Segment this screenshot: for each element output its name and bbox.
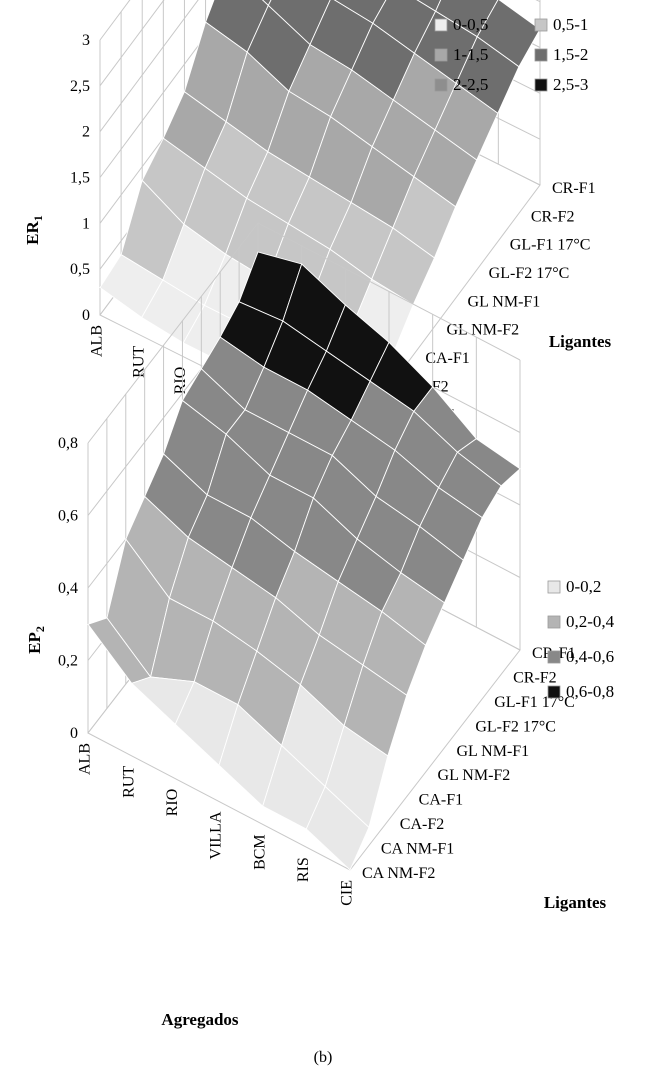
legend-swatch bbox=[547, 580, 561, 594]
z-axis-ticks: 0 0,5 1 1,5 2 2,5 3 bbox=[70, 32, 90, 324]
x-tick-label: CIE bbox=[339, 880, 356, 906]
legend-swatch bbox=[534, 48, 548, 62]
legend-label: 2,5-3 bbox=[553, 75, 588, 94]
z-tick-label: 0,5 bbox=[70, 261, 90, 278]
z-tick-label: 1,5 bbox=[70, 170, 90, 187]
y-tick-label: GL NM-F2 bbox=[438, 767, 511, 784]
x-tick-label: BCM bbox=[251, 834, 268, 870]
z-tick-label: 2,5 bbox=[70, 78, 90, 95]
legend-swatch bbox=[434, 48, 448, 62]
z-tick-label: 0 bbox=[70, 725, 78, 742]
y-tick-label: CA-F1 bbox=[425, 350, 469, 367]
legend-swatch bbox=[434, 18, 448, 32]
z-tick-label: 0,4 bbox=[58, 580, 78, 597]
x-tick-label: RIS bbox=[295, 857, 312, 882]
chart-panel-2: 0 0,2 0,4 0,6 0,8 ALB RUT RIO VILLA BCM RIS CIE CA N… bbox=[25, 222, 615, 1066]
z-tick-label: 0,2 bbox=[58, 653, 78, 670]
x-tick-label: VILLA bbox=[208, 811, 225, 859]
z-axis-title: ER1 bbox=[23, 215, 45, 245]
legend: 0-0,2 0,2-0,4 0,4-0,6 0,6-0,8 bbox=[547, 577, 615, 701]
y-tick-label: GL-F2 17°C bbox=[475, 718, 556, 735]
legend-label: 0-0,2 bbox=[566, 577, 601, 596]
legend-swatch bbox=[534, 18, 548, 32]
z-axis-ticks: 0 0,2 0,4 0,6 0,8 bbox=[58, 435, 78, 742]
y-tick-label: GL-F1 17°C bbox=[494, 694, 575, 711]
legend-label: 0,4-0,6 bbox=[566, 647, 614, 666]
z-axis-title: EP2 bbox=[25, 626, 47, 654]
legend: 0-0,5 0,5-1 1-1,5 1,5-2 2-2,5 2,5-3 bbox=[434, 15, 588, 94]
z-tick-label: 2 bbox=[82, 124, 90, 141]
y-axis-title: Ligantes bbox=[549, 332, 612, 351]
legend-label: 0-0,5 bbox=[453, 15, 488, 34]
z-tick-label: 3 bbox=[82, 32, 90, 49]
legend-label: 1,5-2 bbox=[553, 45, 588, 64]
legend-swatch bbox=[547, 615, 561, 629]
panel-caption: (b) bbox=[314, 1049, 333, 1066]
y-tick-label: GL-F2 17°C bbox=[489, 265, 570, 282]
y-axis-ticks: CA NM-F2 CA NM-F1 CA-F2 CA-F1 GL NM-F2 GL NM-… bbox=[362, 645, 576, 882]
y-tick-label: CA-F2 bbox=[400, 816, 444, 833]
y-tick-label: CR-F1 bbox=[552, 180, 596, 197]
y-tick-label: GL-F1 17°C bbox=[510, 237, 591, 254]
y-tick-label: CA-F1 bbox=[419, 792, 463, 809]
legend-swatch bbox=[547, 650, 561, 664]
x-tick-label: RUT bbox=[130, 346, 147, 378]
surface-cell bbox=[305, 785, 370, 871]
y-tick-label: GL NM-F2 bbox=[446, 322, 519, 339]
surface bbox=[87, 251, 521, 871]
y-axis-title: Ligantes bbox=[544, 893, 607, 912]
y-tick-label: CR-F2 bbox=[531, 208, 575, 225]
x-tick-label: RIO bbox=[164, 789, 181, 817]
legend-swatch bbox=[547, 685, 561, 699]
y-tick-label: GL NM-F1 bbox=[468, 293, 541, 310]
y-tick-label: CA NM-F1 bbox=[381, 841, 454, 858]
legend-swatch bbox=[534, 78, 548, 92]
legend-label: 0,2-0,4 bbox=[566, 612, 615, 631]
y-tick-label: CR-F2 bbox=[513, 669, 557, 686]
legend-swatch bbox=[434, 78, 448, 92]
legend-label: 1-1,5 bbox=[453, 45, 488, 64]
z-tick-label: 1 bbox=[82, 215, 90, 232]
z-tick-label: 0,8 bbox=[58, 435, 78, 452]
legend-label: 0,5-1 bbox=[553, 15, 588, 34]
legend-label: 0,6-0,8 bbox=[566, 682, 614, 701]
x-axis-title: Agregados bbox=[161, 1010, 239, 1029]
y-tick-label: CA NM-F2 bbox=[362, 865, 435, 882]
x-tick-label: RIO bbox=[172, 367, 189, 395]
legend-label: 2-2,5 bbox=[453, 75, 488, 94]
z-tick-label: 0,6 bbox=[58, 508, 78, 525]
y-tick-label: GL NM-F1 bbox=[456, 743, 529, 760]
z-tick-label: 0 bbox=[82, 307, 90, 324]
x-tick-label: ALB bbox=[77, 743, 94, 775]
x-axis-ticks: ALB RUT RIO VILLA BCM RIS CIE bbox=[77, 743, 356, 906]
x-tick-label: RUT bbox=[120, 766, 137, 798]
x-tick-label: ALB bbox=[89, 325, 106, 357]
